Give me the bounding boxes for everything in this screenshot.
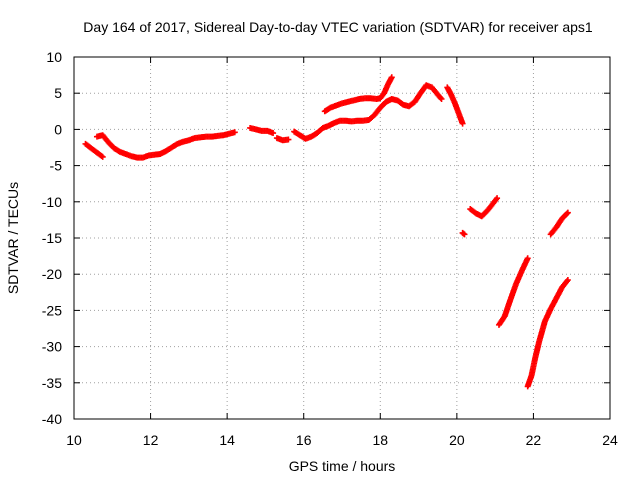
x-tick-label: 20 — [449, 432, 465, 448]
data-point — [231, 129, 238, 136]
x-tick-label: 10 — [66, 432, 82, 448]
y-tick-label: 5 — [54, 85, 62, 101]
axis-ticks: 10 12 14 16 18 20 22 24 10 5 0 -5 -10 -15 -20 -25 -30 -35… — [42, 49, 618, 448]
x-tick-label: 12 — [143, 432, 159, 448]
y-tick-label: -5 — [50, 158, 63, 174]
data-point — [461, 231, 468, 238]
grid-lines — [74, 57, 610, 419]
data-point — [437, 94, 444, 101]
x-tick-label: 14 — [219, 432, 235, 448]
data-point — [98, 153, 105, 160]
y-axis-label: SDTVAR / TECUs — [5, 182, 21, 294]
data-point — [494, 195, 501, 202]
y-tick-label: 0 — [54, 121, 62, 137]
data-point — [564, 209, 571, 216]
data-point — [285, 136, 292, 143]
y-tick-label: -25 — [42, 302, 62, 318]
data-point — [563, 210, 570, 217]
y-tick-label: -15 — [42, 230, 62, 246]
x-tick-label: 16 — [296, 432, 312, 448]
data-points — [82, 74, 571, 390]
x-tick-label: 22 — [526, 432, 542, 448]
x-tick-label: 24 — [602, 432, 618, 448]
x-axis-label: GPS time / hours — [289, 458, 396, 474]
data-point — [524, 255, 531, 262]
y-tick-label: -40 — [42, 411, 62, 427]
data-point — [99, 153, 106, 160]
plot-frame — [73, 56, 611, 420]
y-tick-label: 10 — [46, 49, 62, 65]
y-tick-label: -35 — [42, 375, 62, 391]
chart-title: Day 164 of 2017, Sidereal Day-to-day VTE… — [83, 19, 593, 35]
data-point — [438, 95, 445, 102]
y-tick-label: -30 — [42, 339, 62, 355]
data-point — [270, 130, 277, 137]
y-tick-label: -20 — [42, 266, 62, 282]
data-point — [564, 276, 571, 283]
data-point — [388, 74, 395, 81]
x-tick-label: 18 — [372, 432, 388, 448]
y-tick-label: -10 — [42, 194, 62, 210]
data-point — [459, 120, 466, 127]
